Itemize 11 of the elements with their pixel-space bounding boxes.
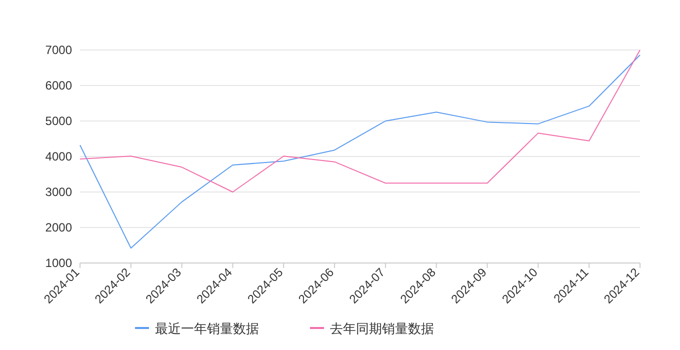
y-tick-label: 3000 xyxy=(45,185,72,199)
y-tick-label: 6000 xyxy=(45,78,72,92)
y-tick-label: 5000 xyxy=(45,114,72,128)
y-tick-label: 1000 xyxy=(45,256,72,270)
line-series xyxy=(80,50,640,192)
legend-label: 最近一年销量数据 xyxy=(155,321,259,336)
y-tick-label: 7000 xyxy=(45,43,72,57)
legend-label: 去年同期销量数据 xyxy=(330,321,434,336)
line-series xyxy=(80,54,640,249)
y-tick-label: 4000 xyxy=(45,150,72,164)
y-tick-label: 2000 xyxy=(45,220,72,234)
